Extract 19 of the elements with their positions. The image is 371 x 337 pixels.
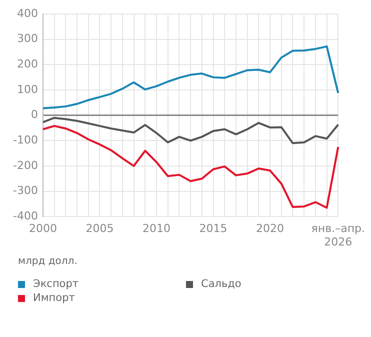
y-axis-title: млрд долл.: [18, 256, 78, 267]
x-tick-label: 2010: [142, 222, 170, 236]
y-tick-label: 400: [16, 6, 38, 20]
legend-label: Экспорт: [33, 278, 79, 290]
y-tick-label: -100: [12, 133, 38, 146]
y-tick-label: 200: [16, 58, 38, 71]
x-tick-label: 2020: [256, 222, 284, 236]
y-tick-label: -300: [12, 184, 38, 198]
y-tick-label: 100: [16, 82, 38, 96]
x-tick-label: 2000: [28, 222, 57, 236]
x-tick-label: 2005: [86, 222, 114, 236]
x-tick-label: 2015: [199, 222, 228, 236]
legend-label: Сальдо: [201, 278, 242, 290]
legend-label: Импорт: [33, 292, 75, 304]
y-tick-label: -200: [12, 158, 38, 172]
y-tick-label: 300: [16, 32, 38, 46]
y-tick-label: -400: [12, 209, 38, 222]
y-tick-label: 0: [30, 108, 38, 122]
x-tick-label: янв.–апр. 2026: [311, 222, 365, 248]
